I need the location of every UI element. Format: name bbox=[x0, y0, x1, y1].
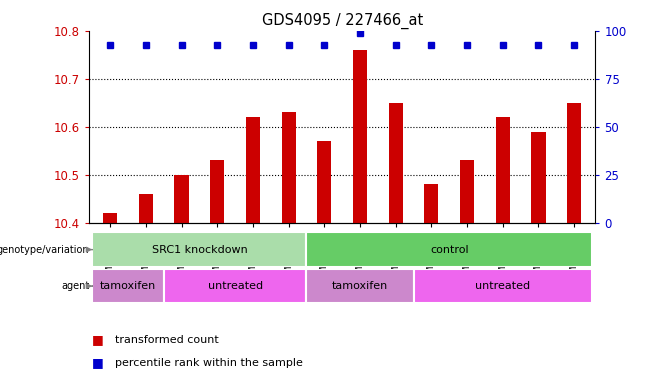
Bar bbox=[307, 232, 592, 267]
Bar bbox=[567, 103, 581, 223]
Bar bbox=[388, 103, 403, 223]
Bar bbox=[495, 117, 510, 223]
Bar bbox=[139, 194, 153, 223]
Bar bbox=[92, 232, 307, 267]
Text: untreated: untreated bbox=[475, 281, 530, 291]
Bar bbox=[246, 117, 260, 223]
Bar bbox=[210, 161, 224, 223]
Bar bbox=[531, 132, 545, 223]
Text: genotype/variation: genotype/variation bbox=[0, 245, 89, 255]
Text: percentile rank within the sample: percentile rank within the sample bbox=[115, 358, 303, 368]
Bar bbox=[92, 269, 164, 303]
Bar bbox=[317, 141, 332, 223]
Text: tamoxifen: tamoxifen bbox=[100, 281, 156, 291]
Bar bbox=[164, 269, 307, 303]
Text: control: control bbox=[430, 245, 468, 255]
Bar bbox=[282, 113, 296, 223]
Text: transformed count: transformed count bbox=[115, 335, 219, 345]
Text: ■: ■ bbox=[92, 356, 108, 369]
Text: tamoxifen: tamoxifen bbox=[332, 281, 388, 291]
Text: ■: ■ bbox=[92, 333, 108, 346]
Text: SRC1 knockdown: SRC1 knockdown bbox=[151, 245, 247, 255]
Bar bbox=[103, 213, 117, 223]
Bar bbox=[413, 269, 592, 303]
Text: untreated: untreated bbox=[207, 281, 263, 291]
Bar bbox=[307, 269, 413, 303]
Text: agent: agent bbox=[61, 281, 89, 291]
Bar bbox=[424, 184, 438, 223]
Bar bbox=[460, 161, 474, 223]
Title: GDS4095 / 227466_at: GDS4095 / 227466_at bbox=[261, 13, 423, 29]
Bar bbox=[353, 50, 367, 223]
Bar bbox=[174, 175, 189, 223]
